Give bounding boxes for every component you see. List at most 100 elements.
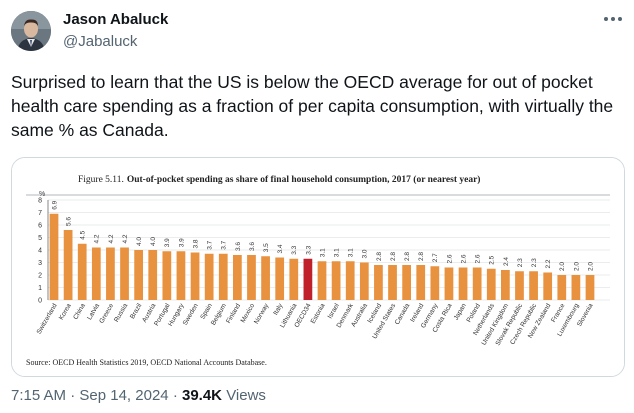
tweet-meta: 7:15 AM · Sep 14, 2024 · 39.4K Views bbox=[11, 387, 266, 404]
bar bbox=[402, 265, 412, 300]
chart-source: Source: OECD Health Statistics 2019, OEC… bbox=[26, 358, 267, 367]
data-label: 3.3 bbox=[291, 245, 298, 254]
tweet-date[interactable]: Sep 14, 2024 bbox=[79, 387, 169, 404]
chart-title: Figure 5.11. Out-of-pocket spending as sh… bbox=[78, 174, 480, 185]
more-options-button[interactable] bbox=[602, 10, 624, 28]
data-label: 3.9 bbox=[178, 238, 185, 247]
bar bbox=[120, 247, 129, 300]
data-label: 3.1 bbox=[348, 248, 355, 257]
data-label: 2.8 bbox=[390, 252, 397, 261]
data-label: 2.4 bbox=[503, 257, 510, 266]
bar bbox=[416, 265, 426, 300]
bar bbox=[388, 265, 397, 300]
bar bbox=[77, 243, 87, 300]
y-tick-label: 2 bbox=[38, 273, 42, 280]
bar bbox=[345, 261, 355, 300]
tweet-text: Surprised to learn that the US is below … bbox=[11, 72, 614, 140]
bar bbox=[218, 253, 228, 300]
data-label: 6.9 bbox=[51, 200, 58, 209]
views-label: Views bbox=[226, 387, 266, 404]
bar bbox=[247, 255, 256, 300]
bar bbox=[458, 267, 468, 300]
data-label: 3.6 bbox=[235, 242, 242, 251]
data-label: 4.2 bbox=[108, 234, 115, 243]
y-tick-label: 8 bbox=[38, 198, 42, 205]
data-label: 2.3 bbox=[517, 258, 524, 267]
bar bbox=[134, 250, 144, 300]
bar bbox=[359, 262, 369, 300]
bar bbox=[275, 257, 285, 300]
y-tick-label: 5 bbox=[38, 235, 42, 242]
bar bbox=[585, 275, 595, 300]
data-label: 2.3 bbox=[531, 258, 538, 267]
bar bbox=[557, 275, 567, 300]
data-label: 4.2 bbox=[122, 234, 129, 243]
bar bbox=[430, 266, 440, 300]
data-label: 2.6 bbox=[446, 254, 453, 263]
data-label: 2.8 bbox=[376, 252, 383, 261]
bar bbox=[486, 268, 496, 300]
bar bbox=[543, 272, 553, 300]
views-count: 39.4K bbox=[181, 387, 223, 404]
oecd-chart: Figure 5.11. Out-of-pocket spending as sh… bbox=[12, 158, 624, 376]
y-tick-label: 0 bbox=[38, 298, 42, 305]
y-tick-label: 3 bbox=[38, 260, 42, 267]
y-tick-label: 6 bbox=[38, 223, 42, 230]
author-avatar[interactable] bbox=[11, 11, 51, 51]
more-horizontal-icon bbox=[604, 17, 622, 21]
data-label: 2.2 bbox=[545, 259, 552, 268]
data-label: 3.9 bbox=[164, 238, 171, 247]
data-label: 4.0 bbox=[136, 237, 143, 246]
tweet-time[interactable]: 7:15 AM bbox=[11, 387, 67, 404]
data-label: 3.7 bbox=[207, 240, 214, 249]
y-tick-label: 7 bbox=[38, 210, 42, 217]
bar bbox=[204, 253, 214, 300]
bar bbox=[374, 265, 383, 300]
data-label: 2.6 bbox=[460, 254, 467, 263]
avatar-portrait bbox=[11, 11, 51, 51]
data-label: 3.0 bbox=[362, 249, 369, 258]
data-label: 2.0 bbox=[587, 262, 594, 271]
data-label: 3.5 bbox=[263, 243, 270, 252]
y-tick-label: 4 bbox=[38, 248, 42, 255]
bar bbox=[91, 247, 101, 300]
meta-separator: · bbox=[70, 387, 76, 404]
data-label: 3.4 bbox=[277, 244, 284, 253]
data-label: 5.6 bbox=[66, 217, 73, 226]
bar bbox=[106, 247, 115, 300]
data-label: 3.1 bbox=[319, 248, 326, 257]
chart-title-text: Out-of-pocket spending as share of final… bbox=[127, 174, 481, 185]
bar bbox=[500, 270, 510, 300]
data-label: 2.8 bbox=[404, 252, 411, 261]
author-handle[interactable]: @Jabaluck bbox=[63, 33, 138, 50]
data-label: 3.1 bbox=[334, 248, 341, 257]
bar bbox=[190, 252, 200, 300]
bar bbox=[303, 258, 313, 300]
data-label: 2.0 bbox=[559, 262, 566, 271]
y-tick-label: 1 bbox=[38, 285, 42, 292]
bar bbox=[317, 261, 327, 300]
bar bbox=[529, 271, 538, 300]
y-axis-label: % bbox=[39, 191, 45, 198]
data-label: 4.0 bbox=[150, 237, 157, 246]
data-label: 2.0 bbox=[573, 262, 580, 271]
bar bbox=[162, 251, 172, 300]
tweet-media-image[interactable]: Figure 5.11. Out-of-pocket spending as sh… bbox=[11, 157, 625, 377]
meta-separator: · bbox=[172, 387, 178, 404]
bar bbox=[515, 271, 524, 300]
author-name[interactable]: Jason Abaluck bbox=[63, 11, 169, 28]
bar bbox=[444, 267, 454, 300]
data-label: 4.5 bbox=[80, 230, 87, 239]
bar bbox=[148, 250, 158, 300]
data-label: 2.7 bbox=[432, 253, 439, 262]
data-label: 3.6 bbox=[249, 242, 256, 251]
bar bbox=[232, 255, 242, 300]
data-label: 2.8 bbox=[418, 252, 425, 261]
data-label: 2.6 bbox=[475, 254, 482, 263]
data-label: 3.3 bbox=[305, 245, 312, 254]
bar bbox=[49, 213, 59, 300]
bar bbox=[571, 275, 581, 300]
bar bbox=[63, 230, 73, 300]
data-label: 4.2 bbox=[94, 234, 101, 243]
data-label: 3.7 bbox=[221, 240, 228, 249]
